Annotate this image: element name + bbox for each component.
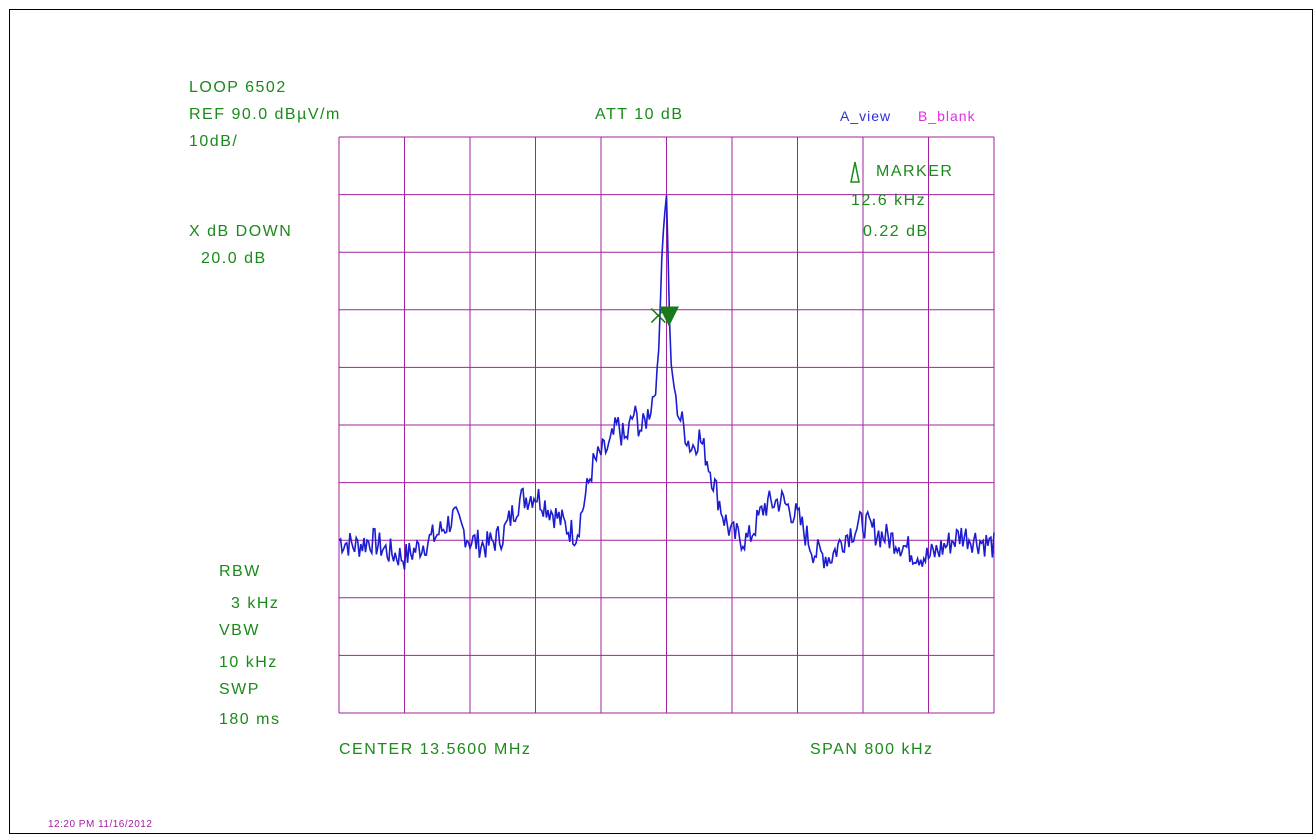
vbw-value: 10 kHz (219, 654, 278, 671)
timestamp: 12:20 PM 11/16/2012 (48, 819, 153, 830)
legend-trace-a: A_view (840, 108, 892, 124)
rbw-value: 3 kHz (231, 595, 280, 612)
sweep-label: SWP (219, 681, 260, 698)
attenuation: ATT 10 dB (595, 106, 684, 123)
rbw-label: RBW (219, 563, 261, 580)
instrument-title: LOOP 6502 (189, 79, 287, 96)
marker-layer (650, 306, 679, 327)
display-frame (9, 9, 1313, 834)
legend-trace-b: B_blank (918, 108, 976, 124)
sweep-value: 180 ms (219, 711, 281, 728)
reference-level: REF 90.0 dBµV/m (189, 106, 341, 123)
vertical-scale: 10dB/ (189, 133, 239, 150)
marker-level: 0.22 dB (863, 223, 929, 240)
plot-grid (338, 136, 995, 714)
center-frequency: CENTER 13.5600 MHz (339, 741, 532, 758)
x-db-down-marker (650, 308, 666, 324)
frequency-span: SPAN 800 kHz (810, 741, 934, 758)
marker-frequency: 12.6 kHz (851, 192, 927, 209)
trace-layer (338, 195, 995, 570)
delta-marker (658, 306, 679, 327)
marker-label: MARKER (876, 163, 954, 180)
delta-marker-icon (850, 161, 860, 183)
trace-line (338, 195, 995, 570)
x-db-down-label: X dB DOWN (189, 223, 293, 240)
x-db-down-value: 20.0 dB (201, 250, 267, 267)
vbw-label: VBW (219, 622, 260, 639)
